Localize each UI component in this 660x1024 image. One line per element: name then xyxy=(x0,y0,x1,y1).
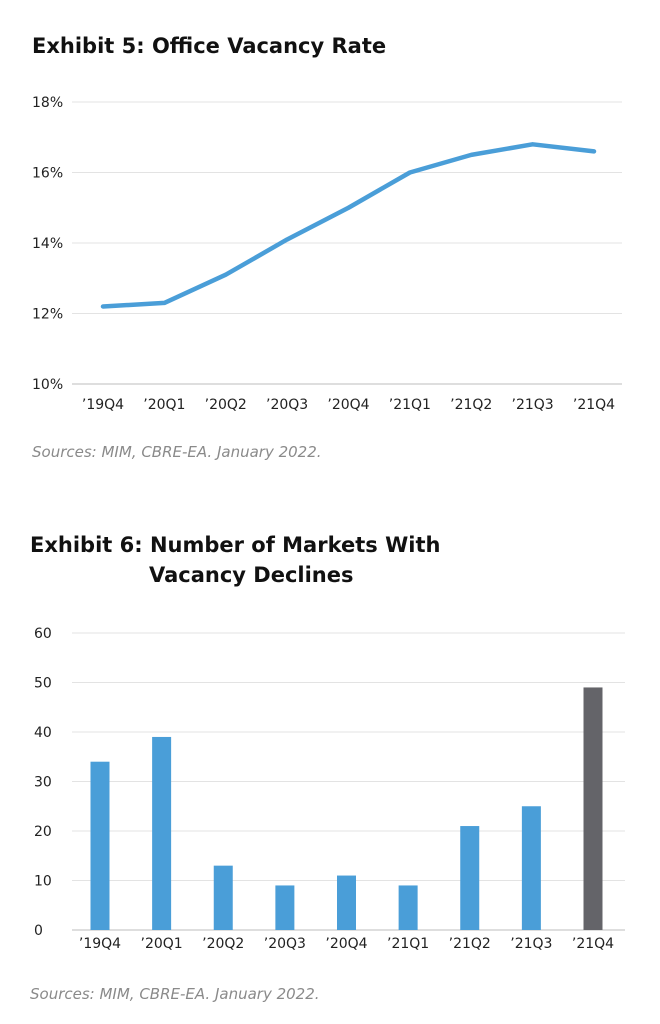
chart1-title: Exhibit 5: Office Vacancy Rate xyxy=(32,34,387,58)
bar-8 xyxy=(583,687,603,930)
y-tick-label: 20 xyxy=(34,824,52,840)
x-tick-label: ’21Q2 xyxy=(450,397,492,413)
y-tick-label: 12% xyxy=(32,307,63,323)
chart2-title-line2: Vacancy Declines xyxy=(149,563,354,587)
y-tick-label: 16% xyxy=(32,166,63,182)
bar-3 xyxy=(275,885,295,930)
y-tick-label: 30 xyxy=(34,775,52,791)
x-tick-label: ’20Q2 xyxy=(205,397,247,413)
markets-vacancy-declines-bar-chart: 0 10 20 30 40 50 60 ’19Q4 ’20Q1 ’20Q2 ’20Q3 ’20Q4 ’2… xyxy=(34,626,625,952)
x-tick-label: ’21Q3 xyxy=(512,397,554,413)
x-tick-label: ’20Q4 xyxy=(325,936,367,952)
x-tick-label: ’20Q1 xyxy=(143,397,185,413)
y-tick-label: 10% xyxy=(32,377,63,393)
x-tick-label: ’20Q1 xyxy=(141,936,183,952)
y-tick-label: 40 xyxy=(34,725,52,741)
x-tick-label: ’21Q4 xyxy=(572,936,614,952)
x-tick-label: ’21Q1 xyxy=(387,936,429,952)
bar-7 xyxy=(521,806,541,930)
y-tick-label: 10 xyxy=(34,874,52,890)
y-tick-label: 0 xyxy=(34,923,43,939)
x-tick-label: ’21Q2 xyxy=(449,936,491,952)
x-tick-label: ’19Q4 xyxy=(79,936,121,952)
bar-2 xyxy=(213,865,233,930)
bar-0 xyxy=(90,761,110,930)
chart2-source: Sources: MIM, CBRE-EA. January 2022. xyxy=(30,985,320,1003)
x-tick-label: ’19Q4 xyxy=(82,397,124,413)
x-tick-label: ’21Q4 xyxy=(573,397,615,413)
y-tick-label: 50 xyxy=(34,676,52,692)
chart2-title: Exhibit 6: Number of Markets With Vacanc… xyxy=(30,530,440,590)
x-tick-label: ’20Q2 xyxy=(202,936,244,952)
bar-5 xyxy=(398,885,418,930)
x-tick-label: ’21Q3 xyxy=(510,936,552,952)
bar-4 xyxy=(337,875,356,930)
x-tick-label: ’20Q3 xyxy=(264,936,306,952)
y-tick-label: 14% xyxy=(32,236,63,252)
chart2-title-line1: Exhibit 6: Number of Markets With xyxy=(30,533,441,557)
y-tick-label: 60 xyxy=(34,626,52,642)
x-tick-label: ’20Q4 xyxy=(327,397,369,413)
chart1-source: Sources: MIM, CBRE-EA. January 2022. xyxy=(32,443,322,461)
bar-1 xyxy=(152,736,172,930)
vacancy-rate-line-chart: 10% 12% 14% 16% 18% ’19Q4 ’20Q1 ’20Q2 ’20Q3 ’20Q4… xyxy=(32,95,622,413)
y-tick-label: 18% xyxy=(32,95,63,111)
x-tick-label: ’21Q1 xyxy=(389,397,431,413)
bar-6 xyxy=(460,826,480,930)
x-tick-label: ’20Q3 xyxy=(266,397,308,413)
